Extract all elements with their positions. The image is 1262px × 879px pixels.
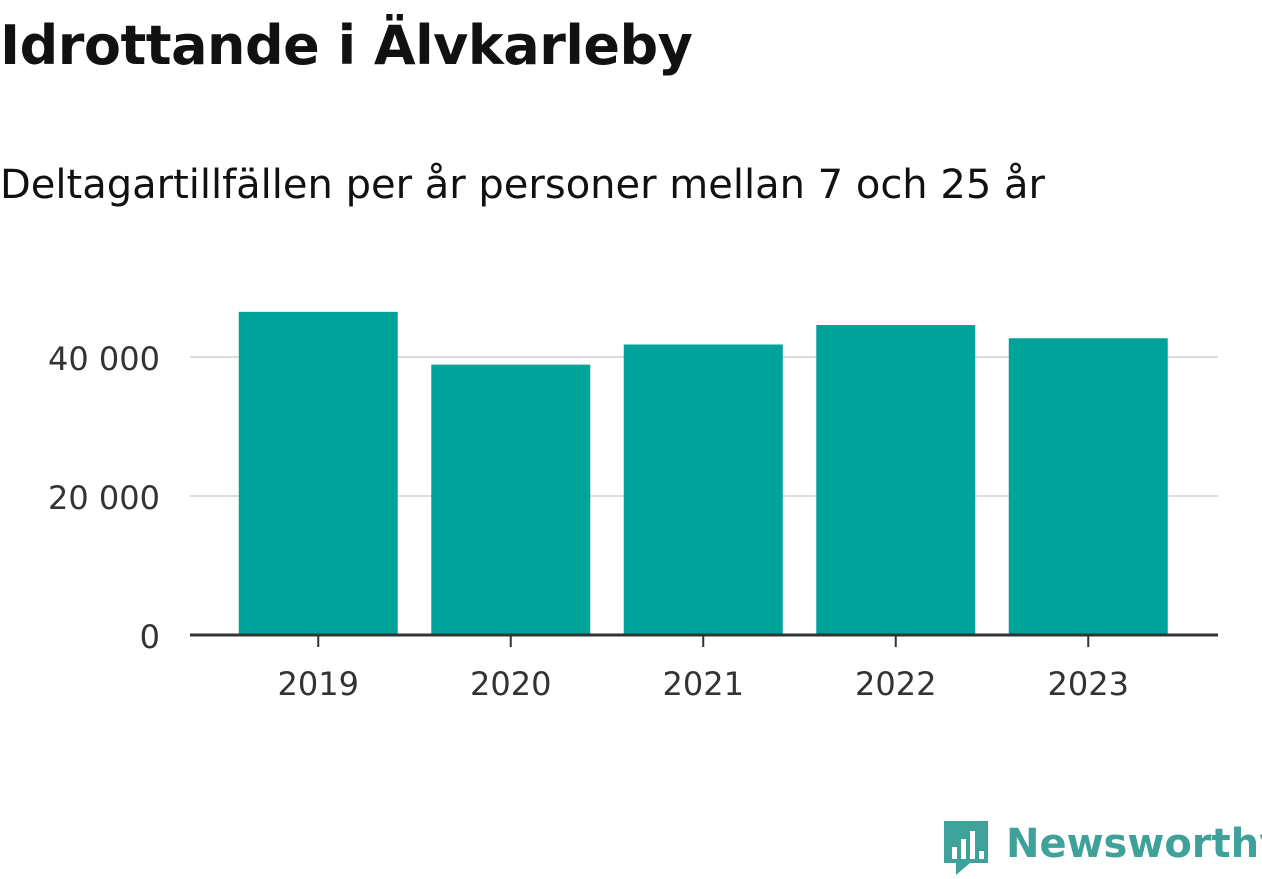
bar	[1008, 338, 1168, 635]
chart-subtitle: Deltagartillfällen per år personer mella…	[0, 162, 1045, 208]
x-tick-label: 2022	[855, 665, 936, 703]
bar	[816, 325, 976, 635]
y-tick-label: 40 000	[48, 340, 160, 378]
y-tick-label: 0	[140, 618, 160, 656]
x-tick-label: 2023	[1048, 665, 1129, 703]
bar	[623, 344, 783, 635]
y-tick-label: 20 000	[48, 479, 160, 517]
x-tick-label: 2020	[470, 665, 551, 703]
brand-name: Newsworthy	[1006, 821, 1262, 867]
brand-logo: Newsworthy	[936, 817, 1262, 879]
bar	[238, 311, 398, 635]
bar	[431, 364, 591, 635]
x-tick-label: 2019	[278, 665, 359, 703]
newsworthy-logo-icon	[944, 821, 988, 875]
chart-title: Idrottande i Älvkarleby	[0, 14, 693, 77]
x-tick-label: 2021	[663, 665, 744, 703]
